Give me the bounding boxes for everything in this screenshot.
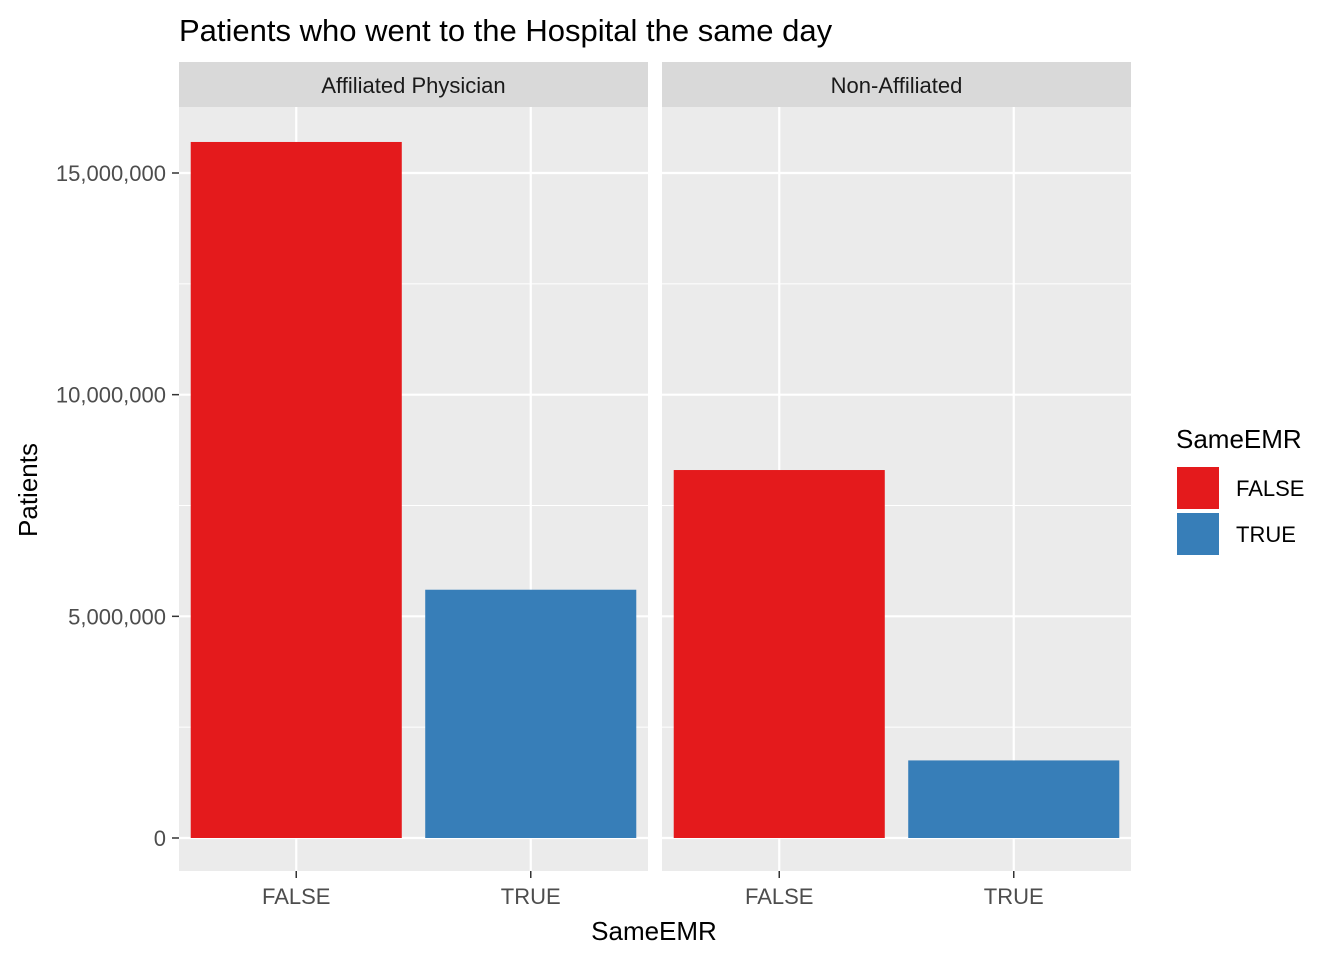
legend-label-false: FALSE <box>1236 476 1304 501</box>
x-tick-label: FALSE <box>745 884 813 909</box>
legend-title: SameEMR <box>1176 424 1302 454</box>
x-tick-label: TRUE <box>984 884 1044 909</box>
bar-true <box>908 760 1120 838</box>
bar-true <box>425 589 637 838</box>
x-tick-label: FALSE <box>262 884 330 909</box>
legend-label-true: TRUE <box>1236 522 1296 547</box>
y-tick-label: 5,000,000 <box>68 604 166 629</box>
y-tick-label: 0 <box>154 826 166 851</box>
legend-key-false <box>1177 467 1219 509</box>
y-axis-title: Patients <box>13 443 43 537</box>
legend: SameEMR FALSE TRUE <box>1176 424 1304 555</box>
y-tick-label: 10,000,000 <box>56 383 166 408</box>
panel-2: Non-Affiliated <box>662 62 1131 871</box>
y-tick-label: 15,000,000 <box>56 161 166 186</box>
x-tick-label: TRUE <box>501 884 561 909</box>
chart-title: Patients who went to the Hospital the sa… <box>179 13 833 48</box>
facet-strip-label: Affiliated Physician <box>321 73 505 98</box>
bar-false <box>190 141 402 838</box>
facet-strip <box>179 62 648 107</box>
panel-1: Affiliated Physician <box>179 62 648 871</box>
legend-key-true <box>1177 513 1219 555</box>
facet-strip <box>662 62 1131 107</box>
bar-false <box>673 470 885 838</box>
x-axis-title: SameEMR <box>591 916 717 946</box>
facet-strip-label: Non-Affiliated <box>831 73 963 98</box>
